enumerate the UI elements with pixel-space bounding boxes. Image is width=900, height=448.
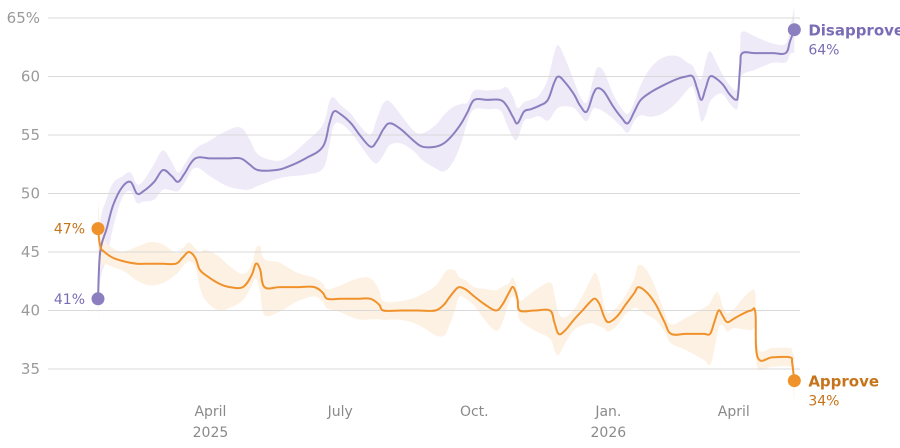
x-tick-label-1: July <box>327 404 353 420</box>
series-markers <box>91 23 801 388</box>
y-tick-label-35: 35 <box>21 360 40 378</box>
y-tick-label-40: 40 <box>21 302 40 320</box>
disapprove-end-label: 64% <box>808 43 839 59</box>
x-tick-label-3: Jan. <box>594 404 621 420</box>
confidence-bands <box>98 6 795 404</box>
approve-line <box>97 228 796 381</box>
disapprove-confidence-band <box>98 6 795 320</box>
y-tick-label-60: 60 <box>21 68 40 86</box>
x-tick-sublabel-3: 2026 <box>591 425 627 441</box>
x-tick-sublabel-0: 2025 <box>193 425 229 441</box>
series-lines <box>97 29 796 381</box>
y-axis-ticks: 65% 60 55 50 45 40 35 <box>7 9 40 378</box>
y-tick-label-50: 50 <box>21 185 40 203</box>
y-tick-label-55: 55 <box>21 126 40 144</box>
y-tick-label-45: 45 <box>21 243 40 261</box>
approve-series-name: Approve <box>808 373 879 391</box>
disapprove-line <box>97 29 796 299</box>
disapprove-start-label: 41% <box>54 292 85 308</box>
x-tick-label-4: April <box>718 404 750 420</box>
approve-end-label: 34% <box>808 394 839 410</box>
x-tick-label-0: April <box>194 404 226 420</box>
y-tick-label-65: 65% <box>7 9 40 27</box>
disapprove-start-marker <box>91 292 105 306</box>
approve-start-label: 47% <box>54 222 85 238</box>
x-tick-label-2: Oct. <box>460 404 489 420</box>
x-axis-ticks: April 2025 July Oct. Jan. 2026 April <box>193 404 750 441</box>
series-labels: 41% Disapprove 64% 47% Approve 34% <box>54 22 900 410</box>
approve-start-marker <box>91 222 105 236</box>
disapprove-series-name: Disapprove <box>808 22 900 40</box>
approve-end-marker <box>787 374 801 388</box>
disapprove-end-marker <box>787 23 801 37</box>
